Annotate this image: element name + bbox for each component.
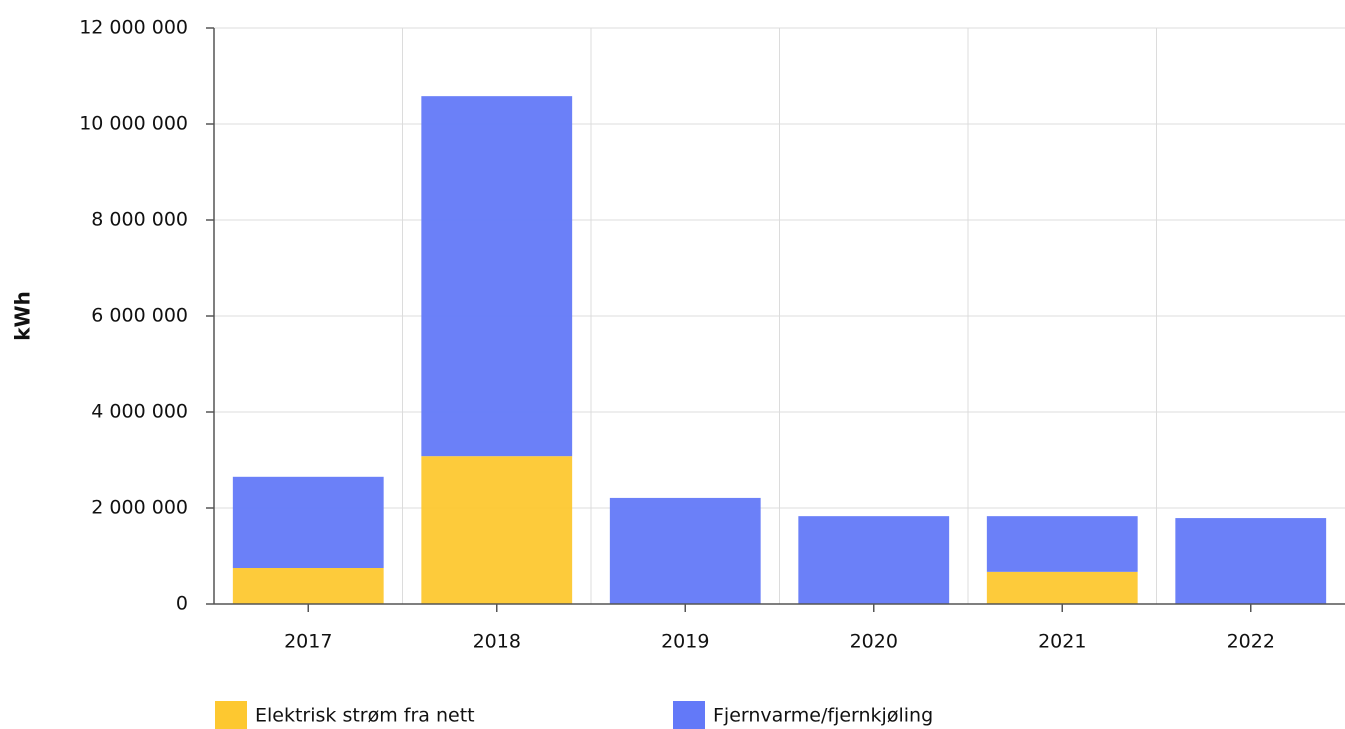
x-tick-label: 2022 (1227, 631, 1275, 653)
y-tick-label: 0 (176, 593, 188, 615)
y-tick-label: 2 000 000 (91, 497, 188, 519)
x-tick-label: 2017 (284, 631, 332, 653)
x-tick-label: 2019 (661, 631, 709, 653)
x-tick-label: 2018 (473, 631, 521, 653)
bar-segment (421, 96, 573, 457)
x-tick-label: 2021 (1038, 631, 1086, 653)
bar-segment (986, 571, 1138, 604)
legend-label: Elektrisk strøm fra nett (255, 705, 475, 727)
bar-segment (986, 516, 1138, 572)
bar-segment (232, 568, 384, 604)
bar-segment (232, 476, 384, 568)
y-tick-label: 12 000 000 (79, 17, 188, 39)
x-tick-label: 2020 (850, 631, 898, 653)
legend-swatch (673, 701, 705, 729)
y-axis-label: kWh (11, 291, 35, 341)
y-tick-label: 10 000 000 (79, 113, 188, 135)
bar-segment (609, 497, 761, 604)
legend-label: Fjernvarme/fjernkjøling (713, 705, 933, 727)
y-tick-label: 4 000 000 (91, 401, 188, 423)
bar-segment (798, 516, 950, 604)
bar-segment (421, 456, 573, 604)
legend-swatch (215, 701, 247, 729)
y-tick-label: 8 000 000 (91, 209, 188, 231)
bar-segment (1175, 518, 1327, 604)
y-tick-label: 6 000 000 (91, 305, 188, 327)
